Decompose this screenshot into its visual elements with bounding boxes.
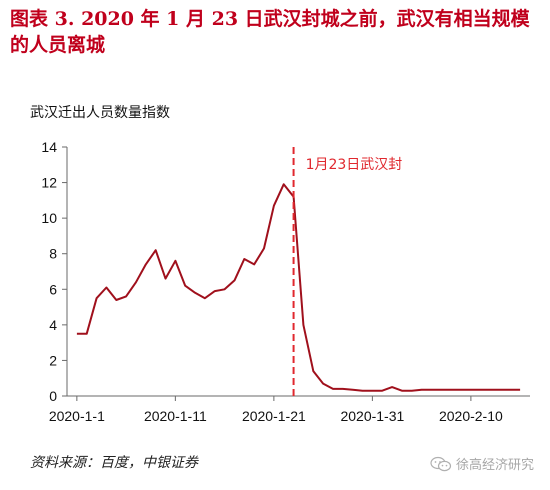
y-tick-label: 6	[49, 281, 57, 297]
y-tick-label: 2	[49, 352, 57, 368]
y-tick-label: 4	[49, 317, 57, 333]
y-tick-label: 0	[49, 388, 57, 404]
x-tick-label: 2020-1-31	[340, 408, 404, 424]
figure-title: 图表 3. 2020 年 1 月 23 日武汉封城之前，武汉有相当规模的人员离城	[10, 8, 530, 56]
y-tick-label: 10	[41, 210, 57, 226]
annotation-label: 1月23日武汉封	[306, 157, 403, 173]
watermark: 徐高经济研究	[430, 454, 534, 473]
x-tick-label: 2020-1-1	[49, 408, 105, 424]
series-line	[76, 183, 521, 392]
axis-ticks: 0 2 4 6 8 10 12 14 2020-1-1 2020-1-11 2020-1-21 202…	[41, 139, 503, 424]
series-group	[76, 183, 521, 392]
chart-title: 武汉迁出人员数量指数	[30, 105, 170, 121]
wechat-icon	[430, 456, 452, 471]
annotation-group: 1月23日武汉封	[292, 147, 403, 396]
source-note: 资料来源：百度，中银证券	[30, 455, 198, 471]
x-tick-label: 2020-1-21	[242, 408, 306, 424]
watermark-text: 徐高经济研究	[455, 458, 534, 473]
x-tick-label: 2020-1-11	[144, 408, 207, 424]
x-tick-label: 2020-2-10	[439, 408, 503, 424]
y-tick-label: 12	[41, 175, 57, 191]
y-tick-label: 14	[41, 139, 57, 155]
y-tick-label: 8	[49, 246, 57, 262]
